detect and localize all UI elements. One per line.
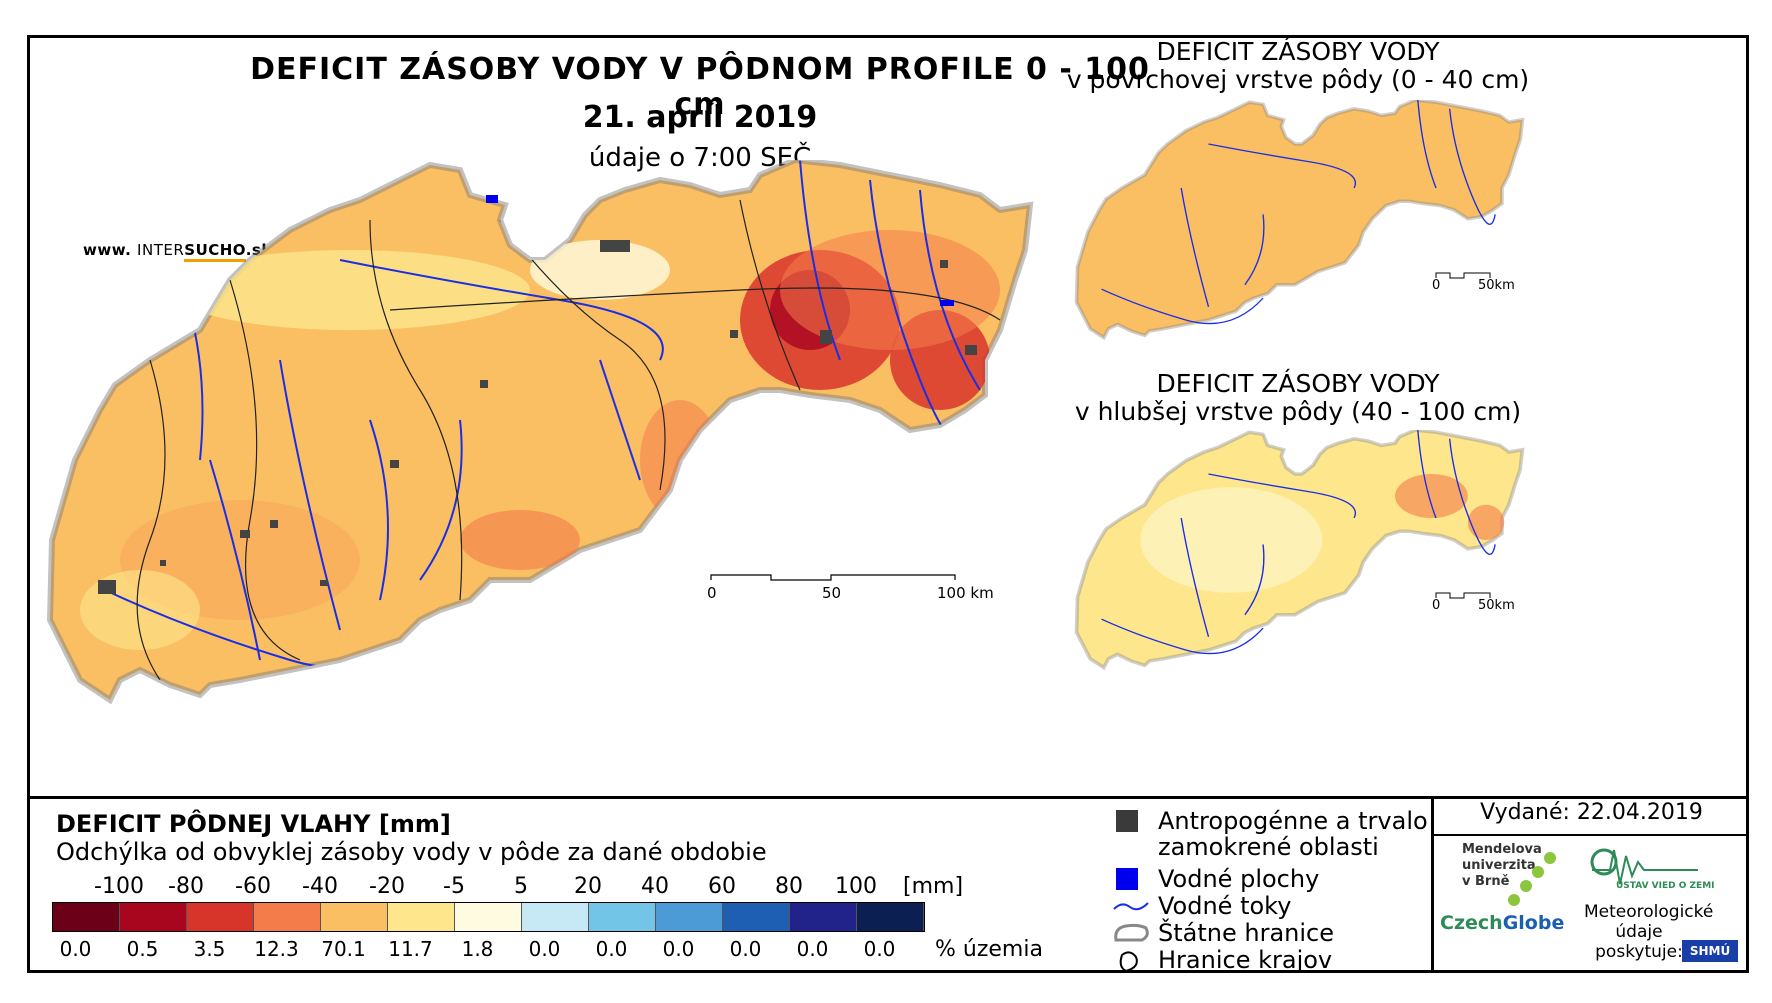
shmu-logo: SHMÚ bbox=[1682, 940, 1738, 962]
region-border-icon bbox=[1112, 947, 1152, 973]
legend-swatch bbox=[120, 903, 187, 931]
legend-bound-label: -60 bbox=[235, 874, 271, 899]
legend-bound-label: 5 bbox=[514, 874, 528, 899]
legend-percent-value: 12.3 bbox=[254, 937, 299, 961]
legend-class-bounds: -100 -80 -60 -40 -20 -5 5 20 40 60 80 100 bbox=[52, 874, 952, 900]
region-borders bbox=[136, 199, 1001, 681]
legend-swatch bbox=[321, 903, 388, 931]
legend-unit: [mm] bbox=[903, 874, 964, 899]
legend-bound-label: -20 bbox=[369, 874, 405, 899]
czechglobe-logo: CzechGlobe bbox=[1440, 912, 1565, 934]
legend-rivers: Vodné toky bbox=[1112, 893, 1291, 919]
legend-swatch bbox=[254, 903, 321, 931]
legend-swatch bbox=[522, 903, 589, 931]
inset-bottom-title: DEFICIT ZÁSOBY VODY v hlubšej vrstve pôd… bbox=[1074, 369, 1522, 426]
river-line-icon bbox=[1112, 893, 1152, 919]
legend-bound-label: -40 bbox=[302, 874, 338, 899]
legend-swatch bbox=[187, 903, 254, 931]
issued-date: Vydané: 22.04.2019 bbox=[1480, 800, 1703, 825]
legend-percent-value: 0.0 bbox=[662, 937, 695, 961]
legend-region-border: Hranice krajov bbox=[1112, 947, 1332, 973]
legend-swatch bbox=[388, 903, 455, 931]
inset-top-scale-50: 50km bbox=[1478, 278, 1515, 293]
legend-percentages: 0.0 0.5 3.5 12.3 70.1 11.7 1.8 0.0 0.0 0.0 0.0 0.0 0… bbox=[52, 937, 952, 963]
map-time-note: údaje o 7:00 SEČ bbox=[588, 143, 812, 173]
inset-top-map bbox=[1074, 100, 1525, 340]
legend-anthropogenic: Antropogénne a trvalo zamokrené oblasti bbox=[1112, 808, 1428, 860]
legend-bound-label: 60 bbox=[708, 874, 736, 899]
divider bbox=[1431, 796, 1434, 973]
map-frame bbox=[27, 35, 1749, 973]
earth-sciences-institute-label: ÚSTAV VIED O ZEMI bbox=[1616, 881, 1715, 891]
legend-bound-label: -5 bbox=[443, 874, 465, 899]
legend-bound-label: 40 bbox=[641, 874, 669, 899]
legend-bound-label: 100 bbox=[835, 874, 877, 899]
map-date: 21. apríl 2019 bbox=[582, 100, 818, 135]
blue-square-icon bbox=[1112, 866, 1152, 892]
legend-subtitle: Odchýlka od obvyklej zásoby vody v pôde … bbox=[56, 838, 767, 866]
legend-percent-value: 0.0 bbox=[595, 937, 628, 961]
legend-percent-value: 0.0 bbox=[528, 937, 561, 961]
scale-label-50: 50 bbox=[822, 584, 842, 602]
legend-color-bar bbox=[52, 902, 925, 932]
inset-bottom-scale-bar bbox=[1435, 592, 1491, 599]
legend-water-areas: Vodné plochy bbox=[1112, 866, 1319, 892]
legend-percent-value: 11.7 bbox=[388, 937, 433, 961]
legend-percent-unit: % územia bbox=[935, 937, 1043, 962]
main-map bbox=[46, 160, 1034, 705]
scale-label-0: 0 bbox=[707, 584, 717, 602]
green-dots-icon bbox=[1508, 852, 1556, 906]
mendel-university-logo: Mendelova univerzita v Brně bbox=[1462, 842, 1542, 889]
legend-percent-value: 0.0 bbox=[863, 937, 896, 961]
meteo-data-provider: Meteorologické údaje poskytuje: bbox=[1584, 902, 1714, 962]
legend-state-border: Štátne hranice bbox=[1112, 920, 1334, 946]
inset-top-scale-0: 0 bbox=[1432, 278, 1441, 293]
dark-square-icon bbox=[1112, 808, 1152, 834]
legend-swatch bbox=[589, 903, 656, 931]
legend-percent-value: 0.0 bbox=[796, 937, 829, 961]
website-logo[interactable]: www. INTERSUCHO.sk bbox=[83, 241, 272, 262]
divider bbox=[27, 796, 1749, 799]
legend-bound-label: -80 bbox=[168, 874, 204, 899]
inset-bottom-scale-0: 0 bbox=[1432, 598, 1441, 613]
legend-title: DEFICIT PÔDNEJ VLAHY [mm] bbox=[56, 810, 451, 838]
legend-percent-value: 3.5 bbox=[193, 937, 226, 961]
state-border-icon bbox=[1112, 920, 1152, 946]
map-title: DEFICIT ZÁSOBY VODY V PÔDNOM PROFILE 0 -… bbox=[250, 52, 1150, 122]
legend-swatch bbox=[656, 903, 723, 931]
anthropogenic-areas bbox=[98, 240, 977, 594]
inset-bottom-map bbox=[1074, 430, 1525, 670]
legend-percent-value: 0.5 bbox=[126, 937, 159, 961]
legend-bound-label: 20 bbox=[574, 874, 602, 899]
legend-swatch bbox=[857, 903, 924, 931]
inset-top-title: DEFICIT ZÁSOBY VODY v povrchovej vrstve … bbox=[1066, 37, 1530, 94]
inset-top-scale-bar bbox=[1435, 272, 1491, 279]
legend-bound-label: 80 bbox=[775, 874, 803, 899]
main-scale-bar bbox=[710, 574, 956, 581]
divider bbox=[1431, 834, 1749, 836]
scale-label-100: 100 km bbox=[937, 584, 994, 602]
legend-swatch bbox=[53, 903, 120, 931]
legend-bound-label: -100 bbox=[94, 874, 144, 899]
legend-percent-value: 70.1 bbox=[321, 937, 366, 961]
legend-percent-value: 0.0 bbox=[59, 937, 92, 961]
legend-swatch bbox=[455, 903, 522, 931]
legend-percent-value: 0.0 bbox=[729, 937, 762, 961]
legend-swatch bbox=[723, 903, 790, 931]
legend-swatch bbox=[790, 903, 857, 931]
inset-bottom-scale-50: 50km bbox=[1478, 598, 1515, 613]
earth-sciences-institute-logo bbox=[1590, 848, 1698, 885]
water-areas bbox=[486, 195, 954, 306]
legend-percent-value: 1.8 bbox=[461, 937, 494, 961]
